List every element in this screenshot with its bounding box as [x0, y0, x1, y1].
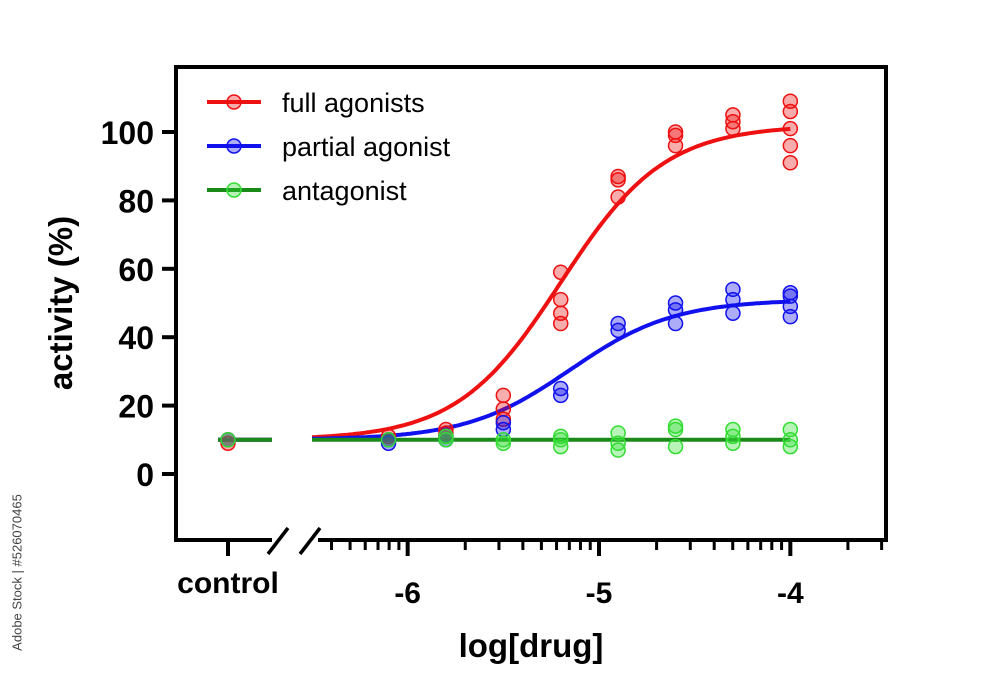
data-point — [610, 189, 626, 205]
data-point — [438, 432, 454, 448]
fit-curve — [312, 299, 791, 441]
axis-break-slash — [298, 526, 322, 556]
data-point — [610, 425, 626, 441]
plot-frame — [174, 65, 888, 542]
data-point — [725, 421, 741, 438]
data-point — [220, 435, 236, 451]
data-point — [495, 432, 512, 448]
legend-label: partial agonist — [282, 132, 451, 162]
x-tick-label: -6 — [394, 577, 421, 610]
data-point — [552, 380, 569, 397]
fit-curve — [311, 126, 791, 440]
y-axis-ticks: 0 20 40 60 80 100 — [101, 115, 176, 493]
data-point — [220, 432, 236, 448]
fit-curves — [218, 126, 791, 442]
axis-break-gap — [272, 536, 318, 545]
y-tick-label: 0 — [136, 457, 154, 493]
watermark-text: Adobe Stock | #526070465 — [9, 494, 25, 651]
legend-label: full agonists — [282, 88, 425, 118]
x-tick-label-control: control — [177, 567, 279, 600]
axis-break-slash — [266, 526, 290, 556]
data-point — [667, 418, 684, 434]
data-points — [220, 93, 799, 458]
data-point — [495, 435, 512, 451]
data-point — [438, 428, 454, 445]
data-point — [380, 432, 397, 448]
data-point — [380, 435, 397, 451]
data-point — [495, 414, 512, 431]
x-tick-label: -4 — [777, 577, 804, 610]
data-point — [667, 421, 684, 438]
y-tick-label: 80 — [118, 183, 154, 219]
x-axis-ticks: control -6 -5 -4 — [177, 540, 884, 610]
data-point — [782, 120, 799, 137]
data-point — [667, 124, 684, 140]
data-point — [782, 137, 799, 154]
y-axis-label: activity (%) — [42, 216, 79, 390]
data-point — [552, 432, 569, 448]
legend-marker — [226, 138, 242, 154]
data-point — [610, 315, 626, 332]
y-tick-label: 20 — [118, 389, 154, 425]
data-point — [782, 288, 799, 304]
x-axis-label: log[drug] — [459, 627, 604, 664]
data-point — [495, 387, 512, 404]
legend: full agonists partial agonist antagonist — [207, 88, 451, 206]
legend-marker — [226, 182, 242, 198]
axis-break — [266, 526, 322, 556]
data-point — [782, 93, 799, 109]
data-point — [782, 155, 799, 171]
y-tick-label: 100 — [101, 115, 154, 151]
y-tick-label: 60 — [118, 252, 154, 288]
data-point — [552, 264, 569, 280]
x-tick-label: -5 — [586, 577, 613, 610]
data-point — [667, 295, 684, 311]
data-point — [725, 305, 741, 322]
data-point — [610, 172, 626, 188]
data-point — [782, 284, 799, 301]
legend-marker — [226, 94, 242, 110]
data-point — [725, 107, 741, 123]
data-point — [552, 428, 569, 445]
data-point — [667, 438, 684, 455]
data-point — [667, 315, 684, 332]
data-point — [552, 305, 569, 322]
legend-label: antagonist — [282, 176, 407, 206]
y-tick-label: 40 — [118, 320, 154, 356]
data-point — [610, 168, 626, 185]
data-point — [495, 401, 512, 417]
data-point — [725, 281, 741, 298]
data-point — [782, 421, 799, 438]
data-point — [552, 291, 569, 308]
data-point — [667, 127, 684, 144]
